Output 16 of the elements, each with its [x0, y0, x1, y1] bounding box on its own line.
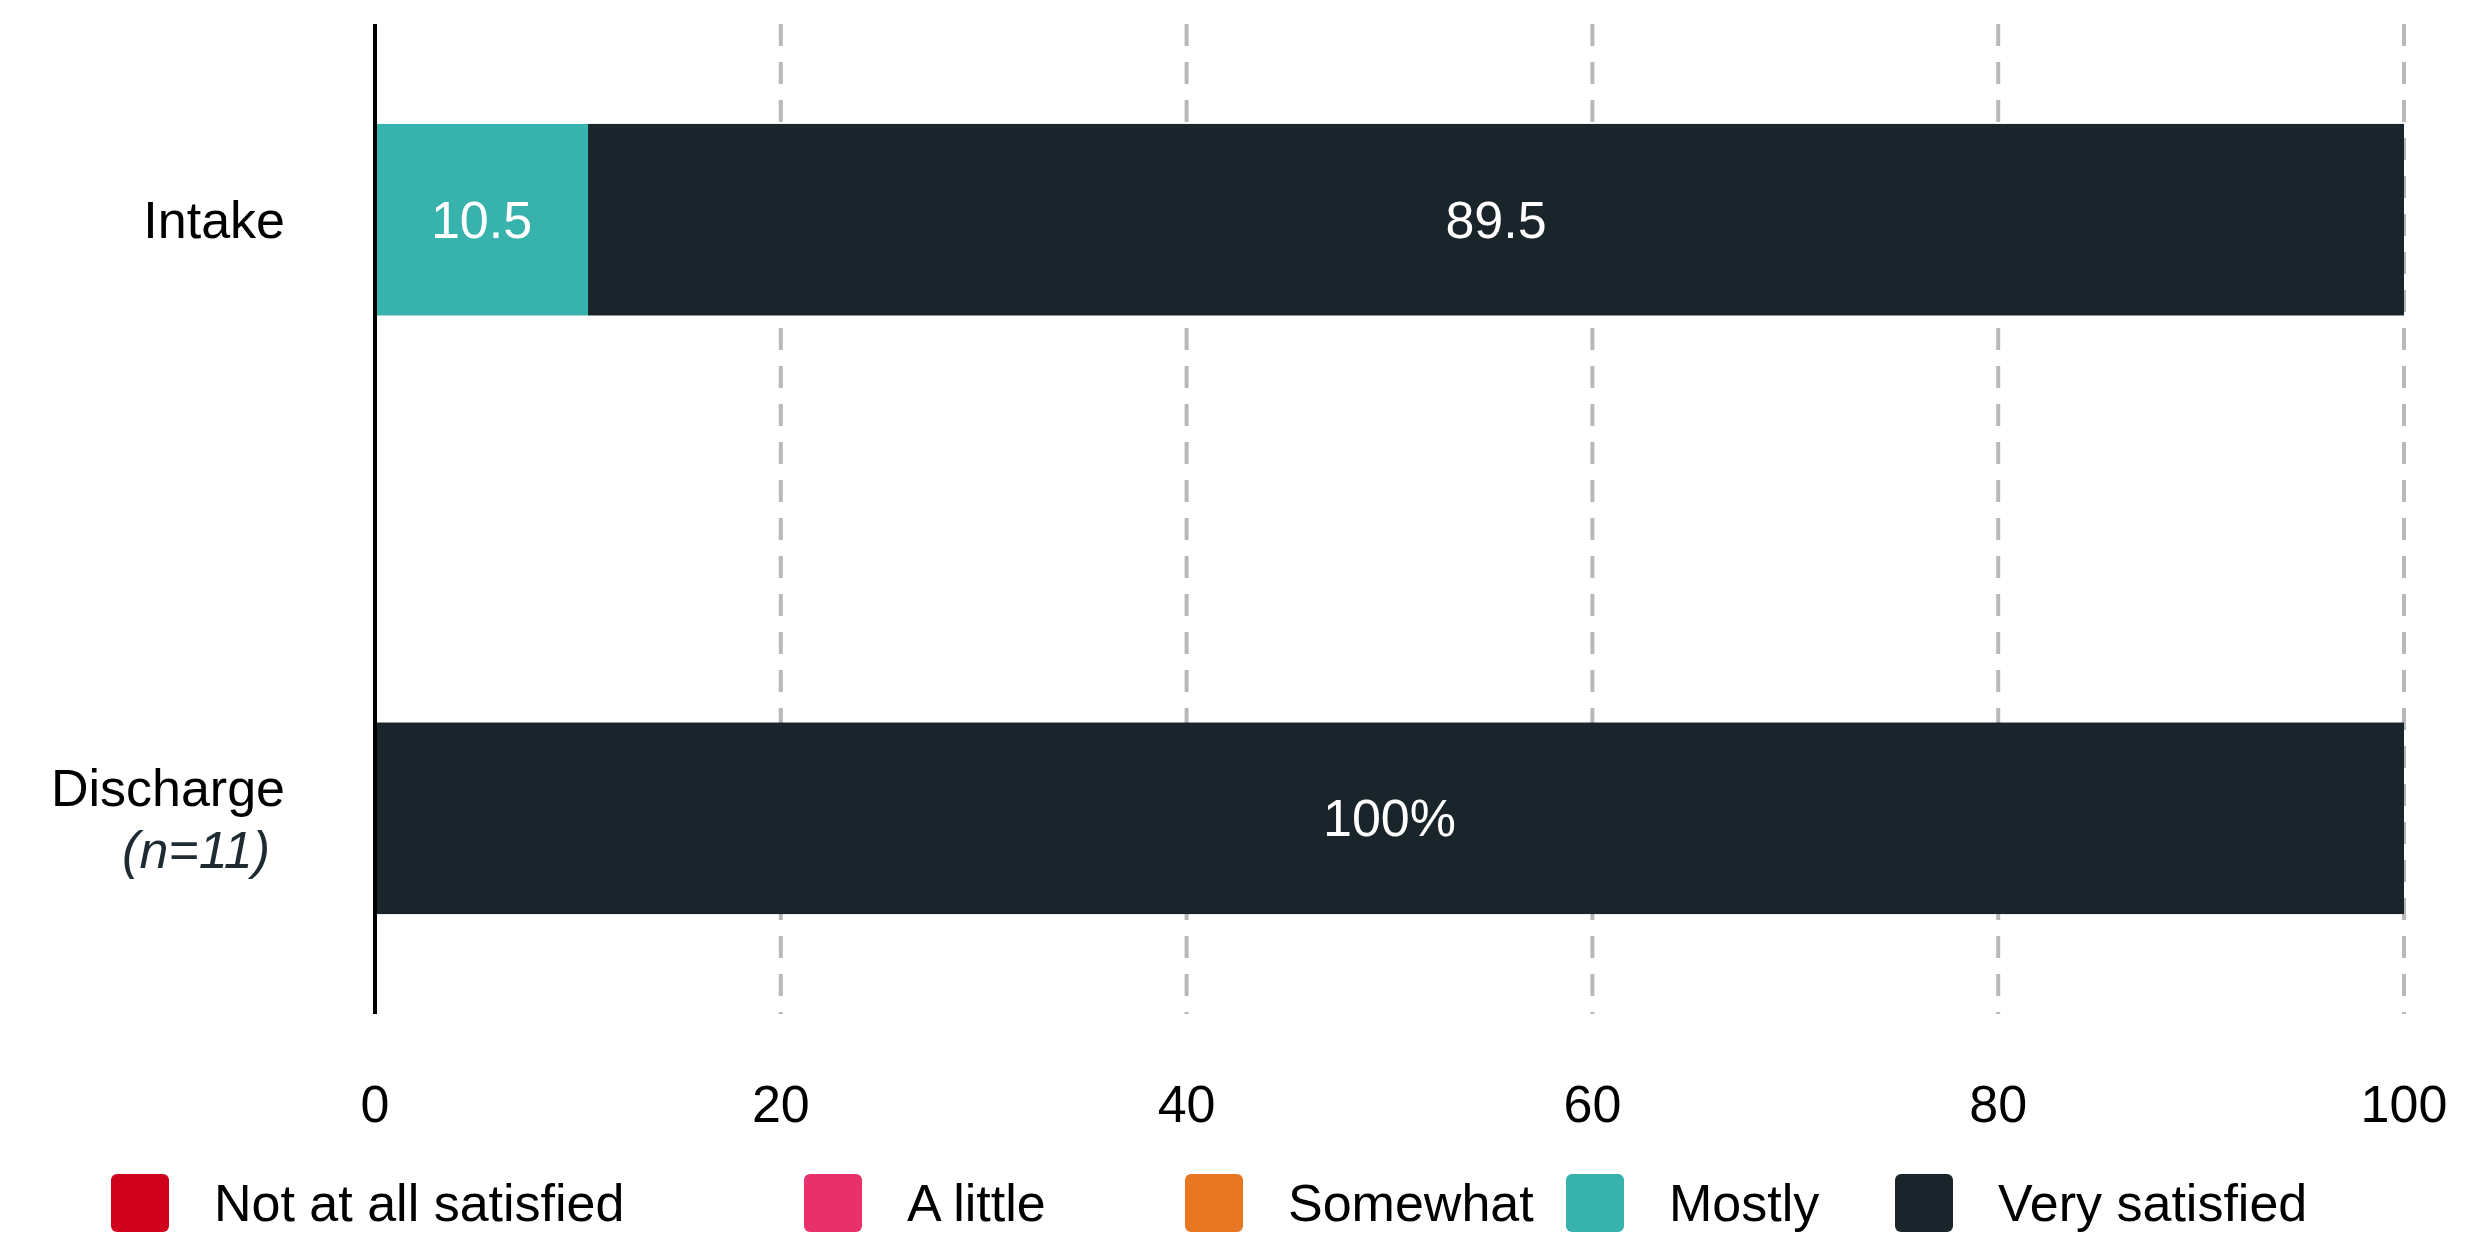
legend-label: Somewhat	[1288, 1174, 1535, 1233]
y-tick-label: Intake	[143, 190, 285, 249]
legend-label: Mostly	[1669, 1174, 1820, 1233]
data-label: 89.5	[1445, 190, 1547, 249]
legend-label: A little	[907, 1174, 1046, 1233]
x-tick-label: 40	[1157, 1075, 1216, 1134]
legend-label: Very satisfied	[1998, 1174, 2308, 1233]
data-label: 10.5	[430, 190, 533, 249]
x-tick-label: 100	[2360, 1075, 2448, 1134]
x-tick-label: 80	[1969, 1075, 2028, 1134]
x-tick-label: 60	[1563, 1075, 1622, 1134]
x-tick-label: 20	[751, 1075, 810, 1134]
legend-label: Not at all satisfied	[214, 1174, 625, 1233]
y-tick-label: Discharge (n=11)	[50, 759, 285, 880]
data-label: 100%	[1323, 789, 1456, 848]
x-tick-label: 0	[360, 1075, 390, 1134]
